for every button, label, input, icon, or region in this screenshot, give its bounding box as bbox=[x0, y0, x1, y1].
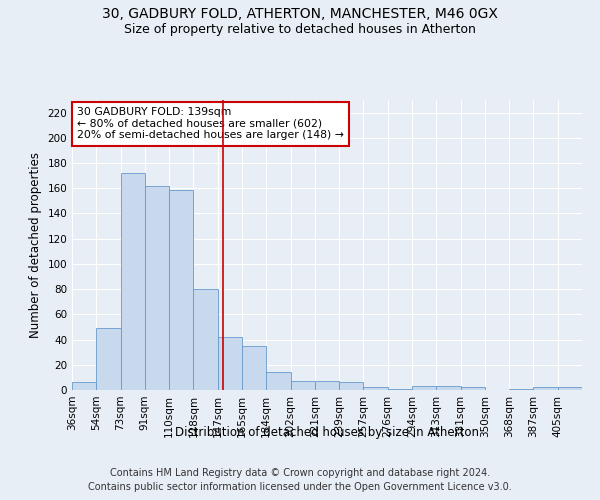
Bar bbox=[388, 388, 412, 390]
Bar bbox=[558, 388, 582, 390]
Bar bbox=[193, 289, 218, 390]
Bar bbox=[121, 173, 145, 390]
Bar bbox=[315, 381, 339, 390]
Text: Distribution of detached houses by size in Atherton: Distribution of detached houses by size … bbox=[175, 426, 479, 439]
Text: 30 GADBURY FOLD: 139sqm
← 80% of detached houses are smaller (602)
20% of semi-d: 30 GADBURY FOLD: 139sqm ← 80% of detache… bbox=[77, 108, 344, 140]
Bar bbox=[145, 186, 169, 390]
Bar bbox=[218, 337, 242, 390]
Bar bbox=[436, 386, 461, 390]
Bar bbox=[72, 382, 96, 390]
Bar bbox=[290, 381, 315, 390]
Y-axis label: Number of detached properties: Number of detached properties bbox=[29, 152, 42, 338]
Text: 30, GADBURY FOLD, ATHERTON, MANCHESTER, M46 0GX: 30, GADBURY FOLD, ATHERTON, MANCHESTER, … bbox=[102, 8, 498, 22]
Text: Contains HM Land Registry data © Crown copyright and database right 2024.
Contai: Contains HM Land Registry data © Crown c… bbox=[88, 468, 512, 492]
Bar bbox=[533, 388, 558, 390]
Bar bbox=[339, 382, 364, 390]
Bar bbox=[412, 386, 436, 390]
Bar bbox=[266, 372, 290, 390]
Bar bbox=[169, 190, 193, 390]
Bar bbox=[96, 328, 121, 390]
Bar bbox=[461, 388, 485, 390]
Bar bbox=[509, 388, 533, 390]
Bar bbox=[364, 388, 388, 390]
Bar bbox=[242, 346, 266, 390]
Text: Size of property relative to detached houses in Atherton: Size of property relative to detached ho… bbox=[124, 22, 476, 36]
